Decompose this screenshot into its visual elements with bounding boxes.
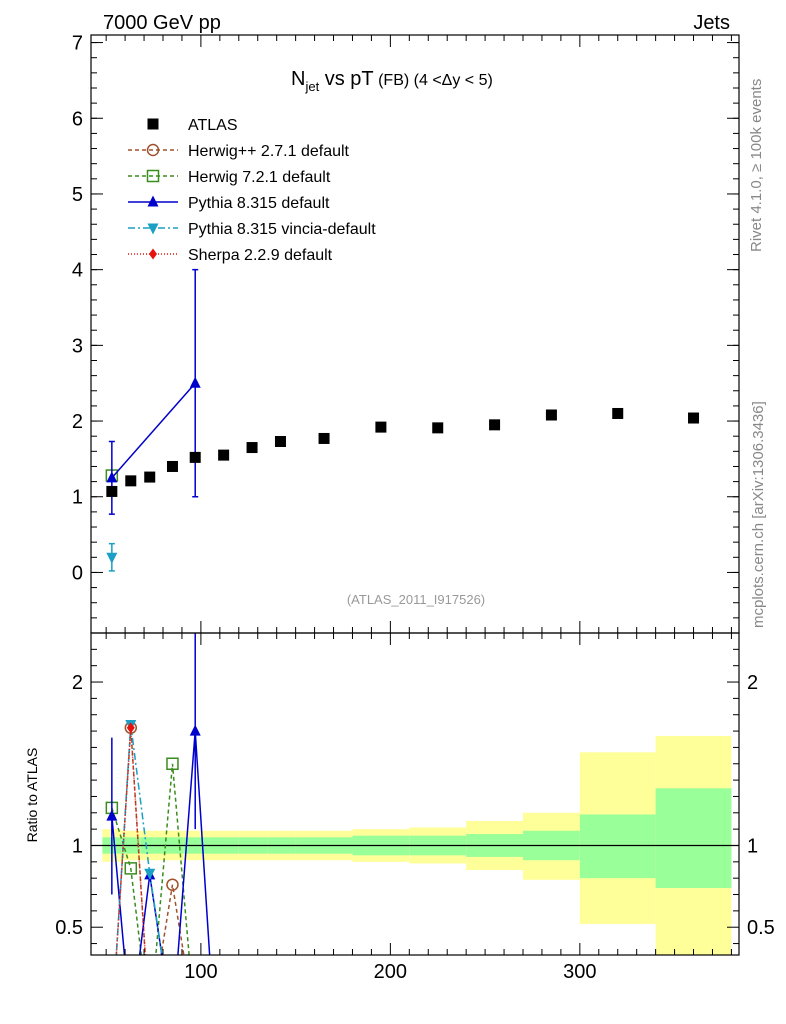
ratio-point: [106, 809, 118, 821]
ratio-y-tick-label: 2: [72, 672, 83, 694]
main-line: [111, 382, 196, 479]
analysis-watermark: (ATLAS_2011_I917526): [347, 592, 485, 607]
header-right: Jets: [693, 12, 730, 34]
atlas-data-point: [318, 432, 330, 444]
ratio-frame: [90, 632, 740, 956]
title-small: (FB): [374, 72, 414, 89]
ratio-bands-layer: [91, 735, 739, 955]
legend-label: Pythia 8.315 vincia-default: [188, 221, 376, 238]
legend-label: Herwig++ 2.7.1 default: [188, 143, 350, 160]
legend-entry: ATLAS: [147, 117, 238, 134]
title-main: N: [291, 68, 305, 90]
x-tick-label: 100: [184, 961, 217, 983]
main-y-tick-label: 7: [72, 33, 83, 55]
main-y-tick-label: 4: [72, 260, 83, 282]
ratio-point: [144, 868, 156, 880]
ratio-point: [126, 722, 135, 734]
main-panel: 0 1 2 3 4 5 6 7: [72, 33, 740, 634]
title-mid: vs pT: [319, 68, 373, 90]
ratio-point: [124, 862, 138, 875]
atlas-data-point: [144, 471, 156, 483]
legend-marker: [146, 169, 160, 183]
legend-marker: [147, 195, 159, 207]
main-data-layer: [106, 407, 700, 497]
main-y-tick-label: 1: [72, 487, 83, 509]
ratio-series-0: [115, 721, 185, 955]
atlas-data-point: [545, 409, 557, 421]
stat-band: [579, 814, 656, 879]
main-axes: 0 1 2 3 4 5 6 7: [72, 33, 739, 634]
rivet-label: Rivet 4.1.0, ≥ 100k events: [748, 79, 765, 252]
atlas-data-point: [166, 460, 178, 472]
legend-label: ATLAS: [188, 117, 238, 134]
mcplots-label: mcplots.cern.ch [arXiv:1306.3436]: [750, 401, 767, 628]
legend-entry: Pythia 8.315 vincia-default: [128, 221, 376, 238]
ratio-y-tick-label-right: 2: [747, 672, 758, 694]
atlas-data-point: [106, 485, 118, 497]
ratio-series-layer: [105, 633, 211, 955]
ratio-y-tick-label-right: 0.5: [747, 917, 775, 939]
atlas-data-point: [688, 412, 700, 424]
x-tick-label: 300: [563, 961, 596, 983]
main-y-tick-label: 3: [72, 335, 83, 357]
legend-marker: [146, 143, 160, 157]
ratio-line-square-open: [111, 763, 190, 955]
legend-entry: Pythia 8.315 default: [128, 195, 330, 212]
ratio-panel: 0.5 0.5 1 1 2 2: [55, 632, 775, 956]
ratio-y-tick-label: 0.5: [55, 917, 83, 939]
ratio-y-tick-label-right: 1: [747, 835, 758, 857]
main-y-tick-label: 0: [72, 562, 83, 584]
ratio-point: [166, 757, 179, 771]
ratio-line-diamond: [115, 727, 147, 955]
atlas-data-point: [218, 449, 230, 461]
stat-band: [655, 788, 732, 888]
x-tick-labels: 100 200 300: [184, 961, 596, 983]
title-cut: (4 <Δy < 5): [414, 72, 493, 89]
legend-marker: [147, 223, 159, 235]
main-point: [106, 552, 118, 564]
main-point: [189, 376, 201, 388]
legend-marker: [147, 118, 159, 130]
x-tick-label: 200: [374, 961, 407, 983]
legend-label: Pythia 8.315 default: [188, 195, 330, 212]
main-series-3: [106, 542, 118, 572]
ratio-point: [166, 878, 179, 891]
title-sub: jet: [304, 79, 319, 94]
atlas-data-point: [125, 475, 137, 487]
ratio-axes: 0.5 0.5 1 1 2 2: [55, 633, 775, 955]
legend-entry: Herwig++ 2.7.1 default: [128, 143, 350, 160]
atlas-data-point: [612, 407, 624, 419]
ratio-point: [189, 724, 201, 736]
main-y-tick-label: 5: [72, 184, 83, 206]
atlas-data-point: [246, 442, 258, 454]
main-y-tick-label: 6: [72, 108, 83, 130]
atlas-data-point: [489, 419, 501, 431]
legend-label: Herwig 7.2.1 default: [188, 169, 331, 186]
header-left: 7000 GeV pp: [103, 12, 221, 34]
legend-entry: Herwig 7.2.1 default: [128, 169, 331, 186]
atlas-data-point: [432, 422, 444, 434]
legend-label: Sherpa 2.2.9 default: [188, 247, 333, 264]
atlas-data-point: [189, 451, 201, 463]
atlas-data-point: [274, 435, 286, 447]
legend: ATLAS Herwig++ 2.7.1 default Herwig 7.2.1 …: [128, 117, 376, 264]
legend-marker: [149, 248, 157, 260]
legend-entry: Sherpa 2.2.9 default: [128, 247, 333, 264]
ratio-y-label: Ratio to ATLAS: [24, 748, 40, 843]
atlas-data-point: [375, 421, 387, 433]
main-point: [106, 471, 118, 483]
main-y-tick-label: 2: [72, 411, 83, 433]
ratio-y-tick-label: 1: [72, 835, 83, 857]
ratio-series-4: [115, 722, 147, 955]
chart-title: Njet vs pT (FB) (4 <Δy < 5): [291, 68, 493, 94]
main-series-layer: [105, 268, 201, 572]
